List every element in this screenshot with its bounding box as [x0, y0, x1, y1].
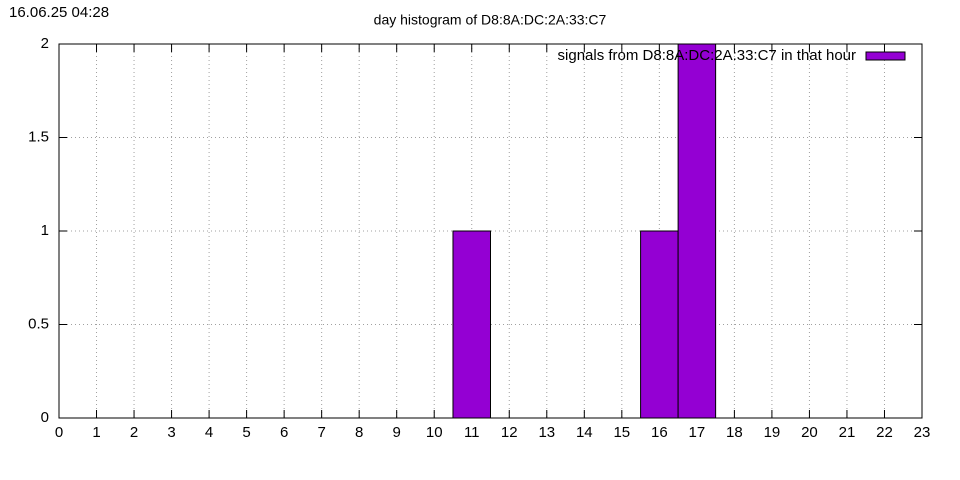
x-tick-label: 15 — [613, 424, 630, 441]
y-tick-label: 0 — [41, 409, 49, 426]
x-tick-label: 18 — [726, 424, 743, 441]
x-tick-label: 22 — [876, 424, 893, 441]
x-tick-label: 20 — [801, 424, 818, 441]
x-tick-label: 3 — [167, 424, 175, 441]
x-tick-label: 16 — [651, 424, 668, 441]
timestamp: 16.06.25 04:28 — [9, 4, 109, 21]
bar — [452, 230, 492, 419]
bar — [677, 43, 717, 419]
x-tick-label: 2 — [130, 424, 138, 441]
legend-label: signals from D8:8A:DC:2A:33:C7 in that h… — [558, 47, 856, 64]
bar — [640, 230, 679, 419]
y-tick-label: 1 — [41, 222, 49, 239]
x-tick-label: 7 — [317, 424, 325, 441]
x-tick-label: 0 — [55, 424, 63, 441]
y-tick-label: 2 — [41, 35, 49, 52]
y-tick-label: 0.5 — [28, 315, 49, 332]
x-tick-label: 8 — [355, 424, 363, 441]
plot-frame — [58, 43, 923, 419]
y-tick-label: 1.5 — [28, 128, 49, 145]
legend-swatch — [865, 51, 906, 61]
x-tick-label: 21 — [839, 424, 856, 441]
x-tick-label: 5 — [242, 424, 250, 441]
x-tick-label: 12 — [501, 424, 518, 441]
x-tick-label: 13 — [538, 424, 555, 441]
x-tick-label: 14 — [576, 424, 593, 441]
chart-title: day histogram of D8:8A:DC:2A:33:C7 — [374, 12, 607, 28]
x-tick-label: 17 — [689, 424, 706, 441]
x-tick-label: 23 — [914, 424, 931, 441]
x-tick-label: 10 — [426, 424, 443, 441]
x-tick-label: 6 — [280, 424, 288, 441]
x-tick-label: 11 — [464, 424, 480, 441]
x-tick-label: 1 — [92, 424, 100, 441]
x-tick-label: 4 — [205, 424, 213, 441]
x-tick-label: 19 — [764, 424, 781, 441]
x-tick-label: 9 — [393, 424, 401, 441]
